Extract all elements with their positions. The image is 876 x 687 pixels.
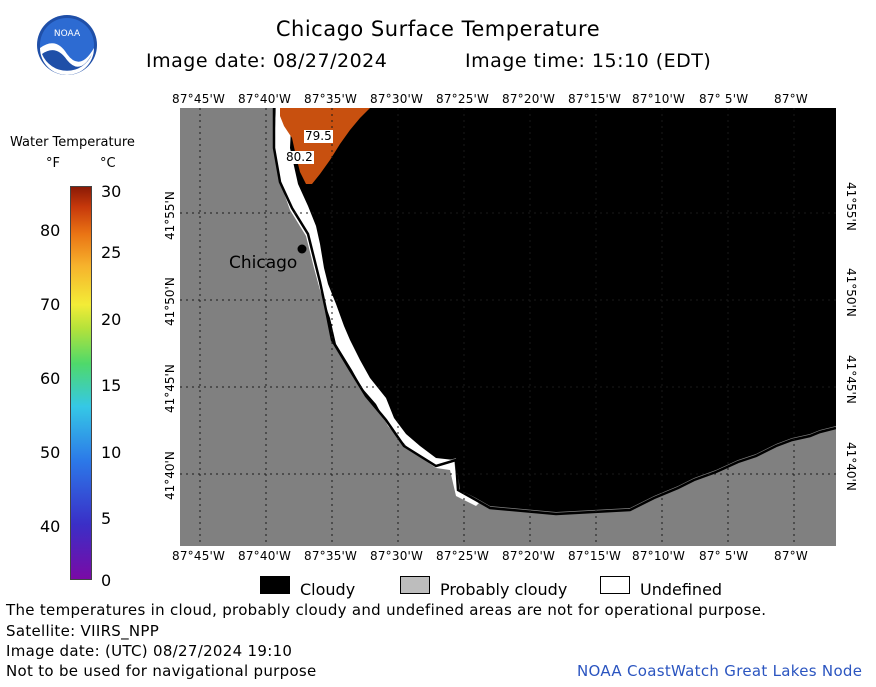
cloudy-swatch [260,576,290,594]
temperature-map [180,108,836,546]
city-label: Chicago [229,253,298,273]
sst-value-label: 80.2 [285,150,314,164]
lat-label-right: 41°50'N [844,268,858,317]
lon-label-top: 87°W [774,92,808,106]
sst-warm-area [280,108,370,184]
nav-warning-text: Not to be used for navigational purpose [6,662,317,680]
tick-celsius: 20 [101,310,122,329]
tick-celsius: 15 [101,376,122,395]
undefined-swatch [600,576,630,594]
lon-label-top: 87°35'W [304,92,358,106]
lon-label-top: 87°20'W [502,92,556,106]
disclaimer-text: The temperatures in cloud, probably clou… [6,601,767,619]
satellite-text: Satellite: VIIRS_NPP [6,622,160,640]
tick-fahrenheit: 60 [40,369,61,388]
tick-celsius: 0 [101,571,112,590]
image-time: Image time: 15:10 (EDT) [465,50,712,72]
graticule [180,108,836,546]
map-title: Chicago Surface Temperature [275,17,601,41]
unit-fahrenheit: °F [46,156,60,171]
lat-label-right: 41°55'N [844,182,858,231]
noaa-logo-icon: NOAA [37,15,97,75]
lat-label-right: 41°40'N [844,442,858,491]
tick-fahrenheit: 50 [40,443,61,462]
utc-date-text: Image date: (UTC) 08/27/2024 19:10 [6,642,293,660]
lon-label-top: 87° 5'W [699,92,749,106]
lon-label-top: 87°10'W [632,92,686,106]
legend-title: Water Temperature [10,135,135,150]
lon-label-top: 87°45'W [172,92,226,106]
tick-celsius: 5 [101,509,112,528]
tick-celsius: 30 [101,182,122,201]
lon-label-bottom: 87°45'W [172,549,226,563]
svg-text:NOAA: NOAA [54,29,81,39]
lat-label-left: 41°45'N [163,364,177,413]
lat-label-left: 41°40'N [163,451,177,500]
coastline [272,108,836,516]
lon-label-top: 87°30'W [370,92,424,106]
chicago-marker-icon [297,244,307,254]
probably-cloudy-swatch [400,576,430,594]
lon-label-top: 87°25'W [436,92,490,106]
lon-label-bottom: 87°10'W [632,549,686,563]
lon-label-bottom: 87°40'W [238,549,292,563]
tick-fahrenheit: 40 [40,517,61,536]
undefined-label: Undefined [640,580,723,599]
tick-fahrenheit: 70 [40,295,61,314]
cloudy-label: Cloudy [300,580,356,599]
lat-label-right: 41°45'N [844,355,858,404]
sst-value-label: 79.5 [304,129,333,143]
probably-cloudy-label: Probably cloudy [440,580,568,599]
lon-label-bottom: 87°20'W [502,549,556,563]
lake-cloudy-area [274,108,836,512]
credit-text: NOAA CoastWatch Great Lakes Node [577,662,863,680]
tick-fahrenheit: 80 [40,221,61,240]
unit-celsius: °C [100,156,116,171]
lon-label-bottom: 87°25'W [436,549,490,563]
image-date: Image date: 08/27/2024 [146,50,388,72]
lon-label-bottom: 87°30'W [370,549,424,563]
lon-label-top: 87°40'W [238,92,292,106]
tick-celsius: 25 [101,243,122,262]
lon-label-bottom: 87°15'W [568,549,622,563]
temperature-colorbar [70,186,92,580]
lon-label-bottom: 87°W [774,549,808,563]
tick-celsius: 10 [101,443,122,462]
lat-label-left: 41°55'N [163,191,177,240]
lat-label-left: 41°50'N [163,277,177,326]
lon-label-bottom: 87°35'W [304,549,358,563]
lon-label-bottom: 87° 5'W [699,549,749,563]
lon-label-top: 87°15'W [568,92,622,106]
